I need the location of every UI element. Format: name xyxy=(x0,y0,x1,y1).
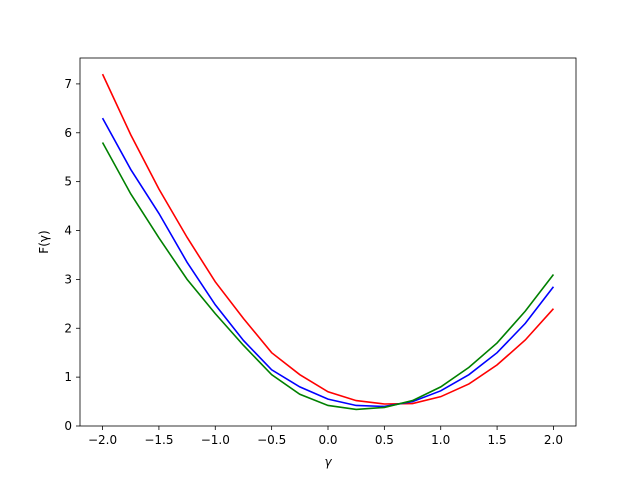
y-tick-label: 3 xyxy=(64,272,72,286)
y-tick-label: 4 xyxy=(64,224,72,238)
plot-frame xyxy=(79,57,577,427)
x-tick-label: 0.5 xyxy=(375,433,394,447)
x-axis-label: γ xyxy=(324,455,332,469)
y-tick-label: 1 xyxy=(64,370,72,384)
x-tick-label: 1.0 xyxy=(431,433,450,447)
x-tick-label: −1.5 xyxy=(144,433,173,447)
y-tick-label: 7 xyxy=(64,77,72,91)
y-tick-label: 2 xyxy=(64,321,72,335)
line-series xyxy=(101,142,555,411)
y-tick-label: 5 xyxy=(64,175,72,189)
x-tick-label: 1.5 xyxy=(488,433,507,447)
x-tick-label: −1.0 xyxy=(201,433,230,447)
x-tick-label: 2.0 xyxy=(544,433,563,447)
x-tick-label: 0.0 xyxy=(318,433,337,447)
x-tick-label: −0.5 xyxy=(257,433,286,447)
line-series xyxy=(101,73,555,405)
y-tick-label: 6 xyxy=(64,126,72,140)
y-axis-label: F(γ) xyxy=(37,230,51,253)
y-tick-label: 0 xyxy=(64,419,72,433)
line-series xyxy=(101,117,555,408)
x-tick-label: −2.0 xyxy=(88,433,117,447)
